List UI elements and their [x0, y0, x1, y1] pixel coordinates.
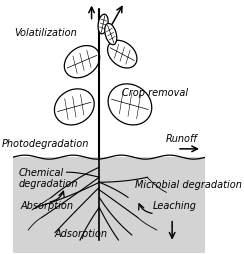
Ellipse shape [98, 14, 108, 34]
Ellipse shape [64, 45, 100, 78]
Text: Crop removal: Crop removal [122, 88, 188, 98]
Text: Adsorption: Adsorption [54, 229, 108, 239]
Bar [13, 157, 205, 253]
Ellipse shape [54, 89, 94, 125]
Text: Runoff: Runoff [165, 134, 197, 144]
Text: Leaching: Leaching [153, 201, 197, 211]
Text: Microbial degradation: Microbial degradation [135, 180, 242, 190]
Ellipse shape [108, 40, 137, 68]
Ellipse shape [108, 84, 152, 125]
Text: Chemical
degradation: Chemical degradation [19, 168, 78, 189]
Ellipse shape [105, 23, 117, 45]
Text: Photodegradation: Photodegradation [2, 139, 89, 149]
Text: Absorption: Absorption [20, 201, 74, 211]
Text: Volatilization: Volatilization [14, 28, 77, 38]
